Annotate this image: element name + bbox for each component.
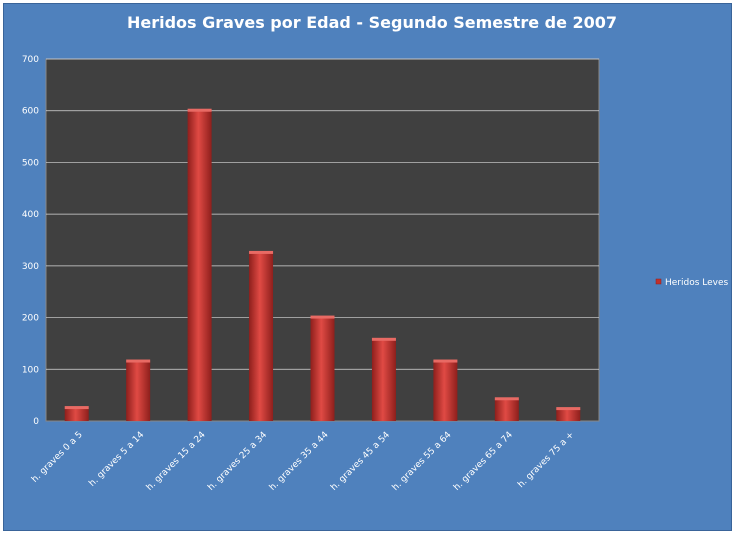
- bar: [371, 339, 396, 421]
- y-tick-label: 500: [22, 158, 39, 168]
- legend-label: Heridos Leves: [665, 278, 729, 288]
- x-tick-label: h. graves 0 a 5: [30, 430, 85, 485]
- x-tick-label: h. graves 65 a 74: [452, 430, 515, 493]
- bar: [126, 361, 151, 421]
- bar: [494, 399, 519, 421]
- bar: [556, 409, 581, 421]
- x-tick-label: h. graves 35 a 44: [268, 430, 331, 493]
- bar-top: [371, 337, 396, 341]
- bar: [249, 252, 274, 421]
- bar: [433, 361, 458, 421]
- bar-top: [249, 250, 274, 254]
- bar-top: [494, 397, 519, 401]
- x-tick-label: h. graves 5 a 14: [87, 430, 146, 489]
- bar: [64, 408, 89, 421]
- y-tick-label: 400: [22, 210, 39, 220]
- y-tick-label: 600: [22, 107, 39, 117]
- y-axis: 0 100 200 300 400 500 600 700: [22, 55, 39, 427]
- bar-top: [310, 315, 335, 319]
- x-tick-label: h. graves 15 a 24: [145, 430, 208, 493]
- y-tick-label: 300: [22, 262, 39, 272]
- bar-top: [433, 359, 458, 363]
- chart-title: Heridos Graves por Edad - Segundo Semest…: [127, 13, 617, 32]
- x-tick-label: h. graves 45 a 54: [329, 430, 392, 493]
- x-axis: h. graves 0 a 5 h. graves 5 a 14h. graves…: [30, 430, 576, 493]
- y-tick-label: 700: [22, 55, 39, 65]
- bar-top: [126, 359, 151, 363]
- legend-swatch: [655, 278, 662, 285]
- y-tick-label: 200: [22, 314, 39, 324]
- x-tick-label: h. graves 55 a 64: [391, 430, 454, 493]
- x-tick-label: h. graves 25 a 34: [206, 430, 269, 493]
- bar-top: [556, 407, 581, 411]
- y-tick-label: 0: [33, 417, 39, 427]
- legend: Heridos Leves: [655, 278, 729, 288]
- bar-top: [64, 406, 89, 410]
- bar: [187, 110, 212, 421]
- y-tick-label: 100: [22, 365, 39, 375]
- x-tick-label: h. graves 75 a +: [516, 430, 576, 490]
- bar-series: [64, 108, 581, 421]
- bar-top: [187, 108, 212, 112]
- bar: [310, 317, 335, 421]
